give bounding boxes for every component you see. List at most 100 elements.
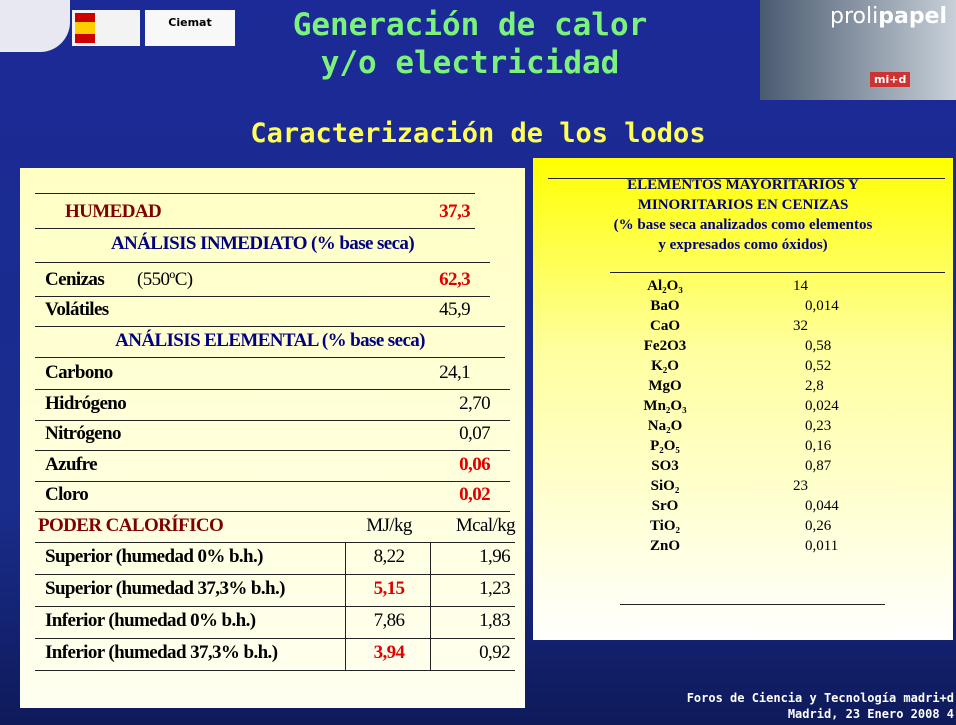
row-value: 2,70 bbox=[459, 392, 490, 414]
left-panel bbox=[20, 168, 525, 708]
rule bbox=[35, 638, 515, 639]
footer: Foros de Ciencia y Tecnología madri+d Ma… bbox=[687, 690, 954, 722]
row-label: Superior (humedad 0% b.h.) bbox=[45, 546, 264, 567]
rule bbox=[610, 272, 945, 273]
row-value: 45,9 bbox=[439, 299, 470, 320]
mid-logo: mi+d bbox=[870, 72, 911, 87]
value: 0,87 bbox=[805, 458, 832, 474]
value: 0,014 bbox=[805, 298, 839, 314]
row-label: Nitrógeno bbox=[45, 423, 121, 444]
row-value: 0,92 bbox=[479, 642, 510, 663]
value: 0,52 bbox=[805, 358, 832, 374]
row-label: Hidrógeno bbox=[45, 392, 127, 414]
formula: P₂O₅ bbox=[650, 438, 680, 454]
formula: Al₂O₃ bbox=[647, 278, 683, 294]
value: 14 bbox=[793, 278, 808, 294]
value: 23 bbox=[793, 478, 808, 494]
value: 0,011 bbox=[805, 538, 839, 554]
rule bbox=[430, 542, 431, 670]
formula: SiO₂ bbox=[650, 478, 680, 494]
rule bbox=[620, 604, 885, 605]
formula: K₂O bbox=[651, 358, 679, 374]
rule bbox=[35, 193, 475, 194]
logo-text: proli bbox=[830, 4, 879, 29]
row-label: HUMEDAD bbox=[65, 201, 162, 222]
rule bbox=[35, 262, 490, 263]
ciemat-logo: Ciemat bbox=[145, 10, 235, 46]
rule bbox=[35, 326, 505, 327]
row-label: Inferior (humedad 37,3% b.h.) bbox=[45, 642, 278, 663]
header-line: ELEMENTOS MAYORITARIOS Y bbox=[627, 177, 859, 193]
rule bbox=[345, 542, 346, 670]
row-value: 7,86 bbox=[373, 610, 405, 631]
section-title: ANÁLISIS ELEMENTAL (% base seca) bbox=[115, 330, 425, 351]
title-line: Generación de calor bbox=[292, 7, 648, 43]
section-title: PODER CALORÍFICO bbox=[38, 515, 224, 536]
rule bbox=[548, 178, 945, 179]
unit-label: MJ/kg bbox=[366, 515, 412, 536]
value: 0,26 bbox=[805, 518, 832, 534]
row-label: Volátiles bbox=[45, 299, 109, 320]
row-value: 1,83 bbox=[479, 610, 510, 631]
row-value: 0,02 bbox=[459, 484, 490, 505]
rule bbox=[35, 357, 505, 358]
header-line: MINORITARIOS EN CENIZAS bbox=[637, 197, 849, 213]
rule bbox=[35, 296, 490, 297]
ministry-logo bbox=[72, 10, 140, 46]
rule bbox=[35, 670, 515, 671]
formula: TiO₂ bbox=[649, 518, 681, 534]
university-logo bbox=[0, 0, 70, 52]
right-panel bbox=[533, 158, 953, 640]
footer-line: Madrid, 23 Enero 2008 4 bbox=[787, 707, 954, 721]
row-value: 1,23 bbox=[479, 578, 510, 599]
row-label: Cenizas bbox=[45, 269, 105, 290]
rule bbox=[35, 574, 515, 575]
rule bbox=[35, 480, 510, 482]
row-value: 62,3 bbox=[439, 269, 470, 290]
formula: SO3 bbox=[651, 458, 679, 474]
row-value: 1,96 bbox=[479, 546, 510, 567]
rule bbox=[35, 450, 510, 451]
row-value: 0,06 bbox=[459, 453, 490, 475]
row-label: Azufre bbox=[45, 453, 98, 475]
row-note: (550ºC) bbox=[137, 269, 193, 290]
row-label: Cloro bbox=[45, 484, 89, 505]
header-line: (% base seca analizados como elementos bbox=[613, 217, 873, 233]
formula: MgO bbox=[648, 378, 682, 394]
formula: BaO bbox=[650, 298, 680, 314]
title: Generación de calor y/o electricidad bbox=[255, 6, 685, 82]
row-value: 0,07 bbox=[459, 423, 490, 444]
value: 0,044 bbox=[805, 498, 839, 514]
rule bbox=[35, 511, 510, 512]
value: 2,8 bbox=[805, 378, 824, 394]
rule bbox=[35, 419, 510, 421]
section-title: ANÁLISIS INMEDIATO (% base seca) bbox=[110, 233, 415, 254]
value: 0,58 bbox=[805, 338, 832, 354]
title-line: y/o electricidad bbox=[320, 45, 620, 81]
header-line: y expresados como óxidos) bbox=[658, 237, 828, 253]
subtitle: Caracterización de los lodos bbox=[250, 118, 706, 149]
row-value: 3,94 bbox=[373, 642, 405, 663]
formula: CaO bbox=[650, 318, 680, 334]
rule bbox=[35, 228, 475, 229]
row-value: 5,15 bbox=[373, 578, 405, 599]
logo-text: papel bbox=[878, 4, 948, 29]
footer-line: Foros de Ciencia y Tecnología madri+d bbox=[686, 691, 954, 705]
row-label: Inferior (humedad 0% b.h.) bbox=[45, 610, 256, 631]
value: 32 bbox=[793, 318, 808, 334]
formula: Mn₂O₃ bbox=[643, 398, 687, 414]
rule bbox=[35, 606, 515, 607]
row-label: Superior (humedad 37,3% b.h.) bbox=[45, 578, 285, 599]
row-value: 37,3 bbox=[439, 201, 470, 222]
formula: SrO bbox=[651, 498, 679, 514]
value: 0,16 bbox=[805, 438, 832, 454]
formula: Fe2O3 bbox=[643, 338, 687, 354]
row-value: 24,1 bbox=[439, 362, 470, 383]
row-value: 8,22 bbox=[373, 546, 405, 567]
rule bbox=[35, 542, 515, 543]
unit-label: Mcal/kg bbox=[455, 515, 516, 536]
formula: ZnO bbox=[649, 538, 680, 554]
row-label: Carbono bbox=[45, 362, 113, 383]
value: 0,024 bbox=[805, 398, 839, 414]
